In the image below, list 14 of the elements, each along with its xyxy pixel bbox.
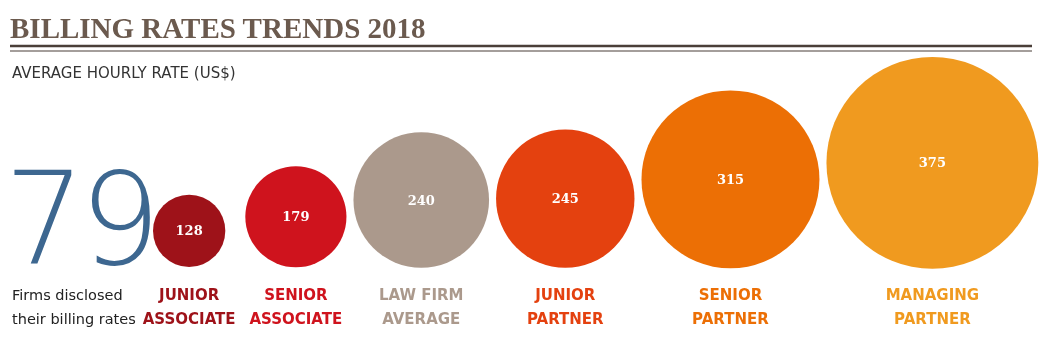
category-label: MANAGING PARTNER <box>885 286 980 328</box>
category-label: LAW FIRM AVERAGE <box>378 286 464 328</box>
data-label: 245 <box>551 191 579 207</box>
text: BILLING RATES TRENDS 2018 <box>10 12 426 44</box>
category-label: SENIOR ASSOCIATE <box>249 286 343 328</box>
data-label: 128 <box>175 223 203 239</box>
data-label: 315 <box>716 171 745 187</box>
category-label: SENIOR PARTNER <box>692 286 770 328</box>
data-label: 179 <box>282 209 310 225</box>
category-label: JUNIOR ASSOCIATE <box>142 286 236 328</box>
data-label: 240 <box>407 192 435 208</box>
data-label: 375 <box>918 155 946 171</box>
category-label: JUNIOR PARTNER <box>526 286 605 328</box>
text: AVERAGE HOURLY RATE (US$) <box>12 64 236 82</box>
